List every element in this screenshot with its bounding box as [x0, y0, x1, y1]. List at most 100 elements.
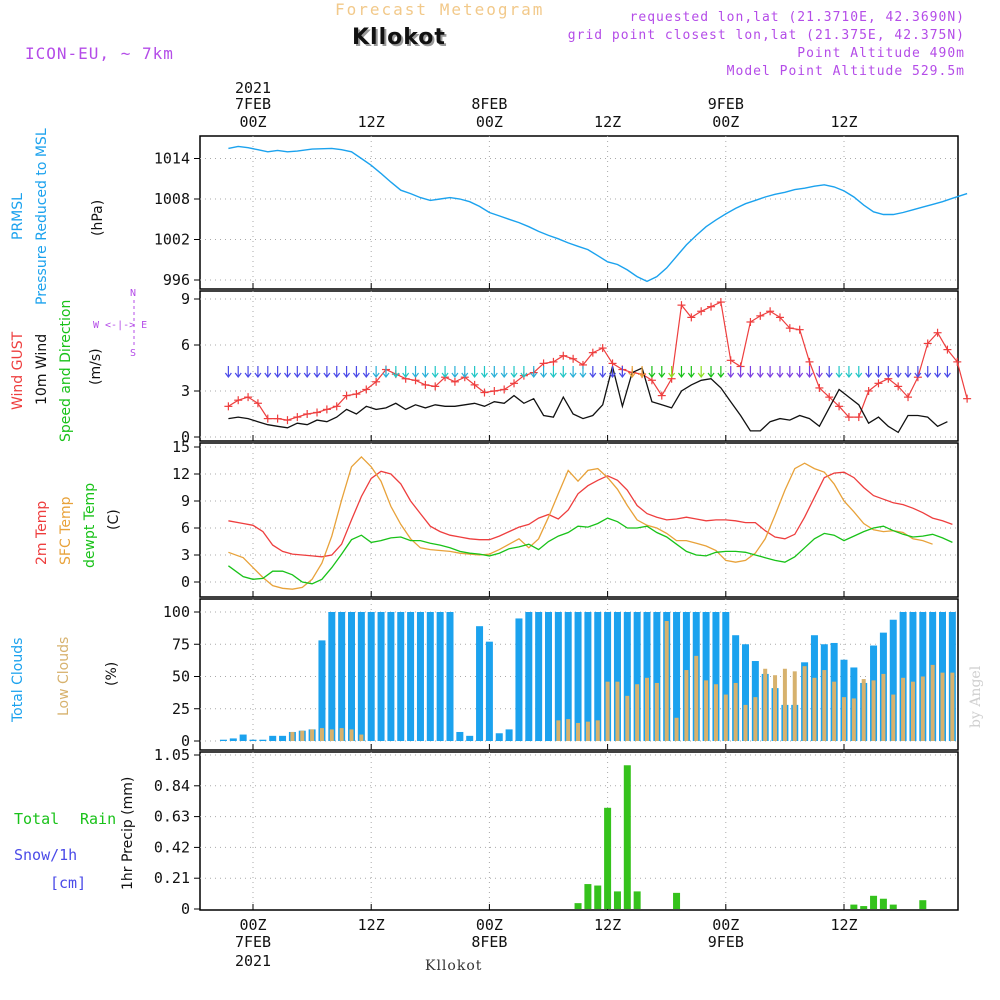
precip-bar [889, 904, 897, 909]
low-cloud-bar [920, 676, 925, 741]
wind-arrow-head [500, 372, 508, 378]
sfc-temp-line [228, 455, 933, 590]
wind-arrow-head [874, 372, 882, 378]
wind-arrow-head [490, 372, 498, 378]
wind-arrow-head [244, 372, 252, 378]
bottom-tick-time: 00Z [239, 916, 266, 934]
ytick-label: 0.84 [154, 777, 190, 795]
wind-arrow-head [382, 372, 390, 378]
total-cloud-bar [574, 612, 582, 741]
ytick-label: 0.21 [154, 869, 190, 887]
total-cloud-bar [712, 612, 720, 741]
total-cloud-bar [722, 612, 730, 741]
bottom-tick-time: 12Z [830, 916, 857, 934]
low-cloud-bar [566, 719, 571, 741]
precip-bar [870, 895, 878, 909]
total-cloud-bar [909, 612, 917, 741]
ytick-label: 0 [181, 732, 190, 750]
wind-arrow-head [323, 372, 331, 378]
grid-point-location: grid point closest lon,lat (21.375E, 42.… [567, 28, 965, 43]
low-cloud-bar [585, 721, 590, 741]
prmsl-label: PRMSL [10, 193, 26, 240]
total-cloud-bar [219, 739, 227, 741]
low-cloud-bar [300, 730, 305, 741]
low-cloud-bar [290, 731, 295, 741]
wind-arrow-head [579, 372, 587, 378]
total-cloud-bar [495, 733, 503, 741]
low-cloud-bar [339, 728, 344, 741]
compass-we: W <-|-> E [93, 320, 148, 331]
low-cloud-bar [664, 621, 669, 741]
wind-arrow-head [884, 372, 892, 378]
low-cloud-bar [792, 671, 797, 741]
precip-bar [850, 904, 858, 909]
wind-arrow-head [865, 372, 873, 378]
wind-arrow-head [372, 372, 380, 378]
total-cloud-bar [485, 641, 493, 741]
wind-arrow-head [727, 372, 735, 378]
total-cloud-bar [594, 612, 602, 741]
total-cloud-bar [279, 735, 287, 741]
bottom-tick-time: 00Z [476, 916, 503, 934]
low-cloud-bar [891, 694, 896, 741]
wind-arrow-head [441, 372, 449, 378]
wind-direction-label: Speed and Direction [58, 299, 74, 442]
low-cloud-bar [704, 680, 709, 741]
bottom-tick-year: 2021 [235, 952, 271, 970]
wind-arrow-head [421, 372, 429, 378]
wind-arrow-head [766, 372, 774, 378]
precip-bar [584, 884, 592, 909]
low-cloud-bar [930, 664, 935, 741]
total-cloud-bar [643, 612, 651, 741]
low-cloud-bar [812, 677, 817, 741]
total-cloud-bar [229, 738, 237, 741]
compass-n: N [130, 288, 137, 299]
precip-bar [613, 891, 621, 909]
total-cloud-bar [407, 612, 415, 741]
ytick-label: 1002 [154, 231, 190, 249]
low-cloud-bar [329, 729, 334, 741]
wind-arrow-head [825, 372, 833, 378]
clouds-unit: (%) [104, 661, 120, 686]
precip-bar [594, 885, 602, 909]
forecast-title: Forecast Meteogram [335, 0, 545, 19]
precip-bar [919, 900, 927, 909]
compass-s: S [130, 348, 137, 359]
wind-arrow-head [480, 372, 488, 378]
ytick-label: 75 [172, 635, 190, 653]
ytick-label: 0 [181, 428, 190, 446]
wind-arrow-head [224, 372, 232, 378]
wind-arrow-head [549, 372, 557, 378]
wind-arrow-head [677, 372, 685, 378]
point-altitude: Point Altitude 490m [797, 46, 965, 61]
total-cloud-bar [387, 612, 395, 741]
wind-arrow-head [855, 372, 863, 378]
wind-arrow-head [638, 372, 646, 378]
total-cloud-bar [889, 619, 897, 741]
total-cloud-bar [545, 612, 552, 741]
wind-arrow-head [343, 372, 351, 378]
wind-arrow-head [283, 372, 291, 378]
wind-arrow-head [618, 372, 626, 378]
wind-arrow-head [815, 372, 823, 378]
ytick-label: 50 [172, 668, 190, 686]
ytick-label: 3 [181, 546, 190, 564]
low-cloud-bar [723, 694, 728, 741]
wind-arrow-head [658, 372, 666, 378]
low-cloud-bar [832, 681, 837, 741]
low-cloud-bar [733, 682, 738, 741]
ytick-label: 1008 [154, 190, 190, 208]
total-cloud-bar [367, 612, 375, 741]
wind-arrow-head [510, 372, 518, 378]
total-cloud-bar [604, 612, 612, 741]
snow-label: Snow/1h [14, 846, 78, 864]
low-cloud-bar [871, 680, 876, 741]
low-cloud-bar [753, 697, 758, 741]
wind-arrow-head [737, 372, 745, 378]
low-cloud-bar [773, 675, 778, 741]
wind-arrow-head [756, 372, 764, 378]
panel-frame-5 [199, 751, 959, 911]
pressure-label: Pressure Reduced to MSL [34, 128, 50, 305]
wind-arrow-head [934, 372, 942, 378]
total-cloud-bar [899, 612, 907, 741]
